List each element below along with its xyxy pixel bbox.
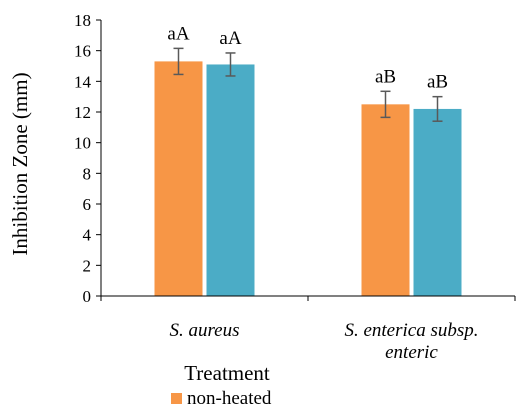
data-labels-layer: aA aA aB aB (167, 23, 448, 92)
category-labels: S. aureus S. enterica subsp.enteric (169, 320, 478, 363)
bar-non-heated-0 (154, 61, 203, 297)
data-label: aB (427, 72, 448, 93)
y-tick-label: 6 (83, 195, 92, 214)
y-tick-label: 4 (83, 226, 92, 245)
bars-layer (154, 61, 462, 297)
y-tick-label: 18 (74, 11, 91, 30)
bar-series-2-0 (206, 64, 255, 296)
y-tick-label: 12 (74, 103, 91, 122)
category-label: enteric (385, 342, 438, 363)
error-bars-layer (173, 47, 443, 122)
y-tick-label: 14 (74, 72, 92, 91)
y-tick-label: 8 (83, 164, 92, 183)
y-tick-labels: 0 2 4 6 8 10 12 14 16 18 (74, 11, 516, 306)
y-tick-label: 2 (83, 256, 92, 275)
bar-series-2-1 (413, 108, 462, 296)
y-tick-label: 16 (74, 42, 91, 61)
legend-swatch-non-heated (171, 393, 182, 404)
data-label: aA (219, 28, 241, 49)
data-label: aA (167, 23, 189, 44)
legend: non-heated (171, 388, 272, 409)
x-axis-label: Treatment (184, 361, 270, 385)
data-label: aB (375, 66, 396, 87)
legend-label-non-heated: non-heated (187, 388, 272, 409)
bar-non-heated-1 (361, 104, 410, 296)
y-axis-label: Inhibition Zone (mm) (8, 72, 32, 255)
category-label: S. enterica subsp. (344, 320, 478, 341)
y-tick-label: 0 (83, 287, 92, 306)
y-tick-label: 10 (74, 134, 91, 153)
category-label: S. aureus (169, 320, 239, 341)
